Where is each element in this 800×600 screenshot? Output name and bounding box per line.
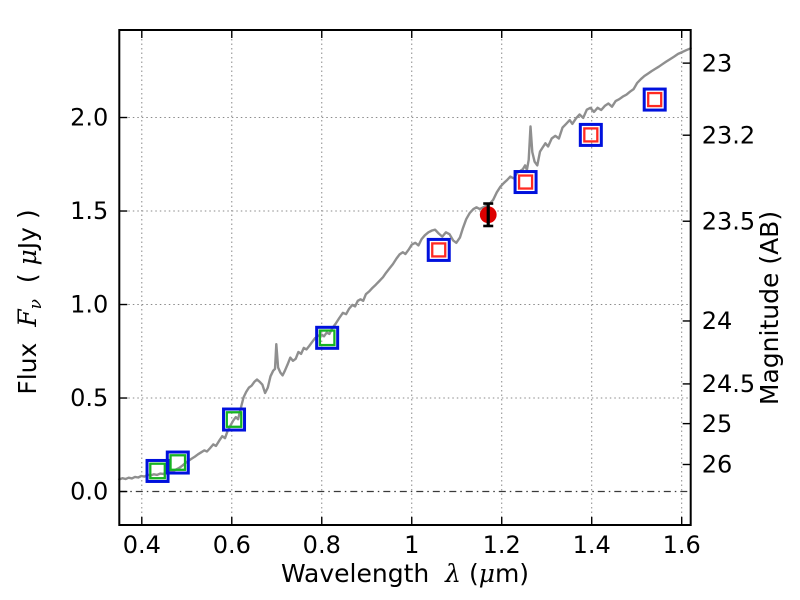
gridlines — [119, 30, 691, 525]
outer-square-marker — [426, 237, 451, 262]
flux-tick-label: 0.0 — [70, 478, 108, 506]
photometry-squares-green — [145, 325, 340, 483]
inner-square-marker — [169, 454, 187, 471]
outer-square-marker — [222, 407, 247, 432]
flux-tick-label: 1.5 — [70, 197, 108, 225]
x-tick-label: 0.6 — [213, 531, 251, 559]
outer-square-marker — [578, 122, 603, 147]
magnitude-tick-label: 24 — [702, 307, 733, 335]
x-axis-label: Wavelength λ (μm) — [281, 559, 529, 588]
magnitude-tick-label: 23.5 — [702, 207, 755, 235]
x-tick-label: 0.4 — [123, 531, 161, 559]
outer-square-marker — [165, 450, 190, 475]
outer-square-marker — [642, 87, 667, 112]
inner-square-marker — [225, 411, 243, 428]
y-axis-label-left: Flux Fν ( μJy ) — [13, 209, 46, 394]
inner-square-marker — [149, 462, 166, 480]
inner-square-marker — [647, 91, 663, 108]
x-tick-label: 1.2 — [483, 531, 521, 559]
outer-square-marker — [315, 325, 340, 350]
flux-tick-label: 1.0 — [70, 291, 108, 319]
magnitude-tick-label: 26 — [702, 451, 733, 479]
magnitude-tick-label: 23.2 — [702, 121, 755, 149]
inner-square-marker — [517, 174, 534, 190]
axes-spines — [118, 29, 692, 526]
inner-square-marker — [431, 242, 447, 258]
inner-square-marker — [583, 127, 599, 143]
x-tick-label: 0.8 — [303, 531, 341, 559]
x-tick-labels: 0.4 0.6 0.8 1 1.2 1.4 1.6 — [123, 531, 701, 559]
magnitude-tick-label: 25 — [702, 410, 733, 438]
model-spectrum-line — [118, 47, 692, 481]
magnitude-tick-label: 24.5 — [702, 370, 755, 398]
y-tick-labels-right: 23 23.2 23.5 24 24.5 25 26 — [702, 49, 755, 478]
x-tick-label: 1.6 — [663, 531, 701, 559]
tick-marks — [119, 30, 691, 525]
y-axis-label-right: Magnitude (AB) — [755, 211, 784, 405]
y-tick-labels-left: 0.0 0.5 1.0 1.5 2.0 — [70, 104, 108, 506]
x-tick-label: 1.4 — [573, 531, 611, 559]
outer-square-marker — [513, 170, 538, 195]
inner-square-marker — [318, 329, 336, 347]
photometry-squares-red — [426, 87, 667, 262]
flux-tick-label: 2.0 — [70, 104, 108, 132]
flux-tick-label: 0.5 — [70, 384, 108, 412]
magnitude-tick-label: 23 — [702, 49, 733, 77]
x-tick-label: 1 — [404, 531, 419, 559]
measured-point — [479, 202, 497, 228]
